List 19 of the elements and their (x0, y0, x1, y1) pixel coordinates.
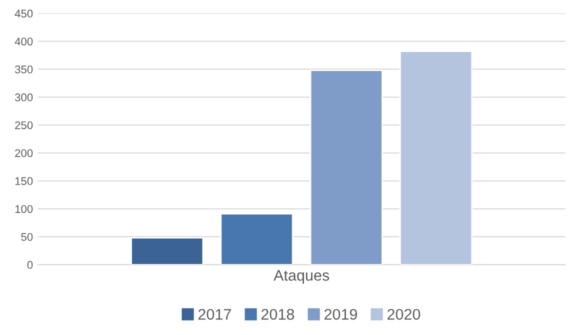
bar (399, 50, 473, 265)
legend-label: 2020 (388, 308, 420, 320)
x-tick-label: Ataques (274, 270, 330, 284)
y-tick-label: 50 (21, 233, 33, 241)
legend-label: 2019 (324, 308, 358, 320)
y-tick-label: 200 (15, 149, 33, 158)
bar (220, 213, 294, 265)
bar (130, 237, 204, 265)
legend-label: 2017 (198, 308, 231, 320)
bar (310, 70, 383, 265)
y-tick-label: 450 (14, 10, 33, 18)
y-tick-label: 400 (14, 38, 33, 46)
y-tick-label: 350 (14, 66, 33, 74)
y-tick-label: 150 (15, 177, 33, 186)
y-tick-label: 300 (14, 93, 33, 102)
legend-label: 2018 (262, 308, 294, 320)
y-tick-label: 250 (15, 121, 33, 130)
y-tick-label: 100 (15, 205, 33, 213)
y-tick-label: 0 (27, 260, 33, 269)
